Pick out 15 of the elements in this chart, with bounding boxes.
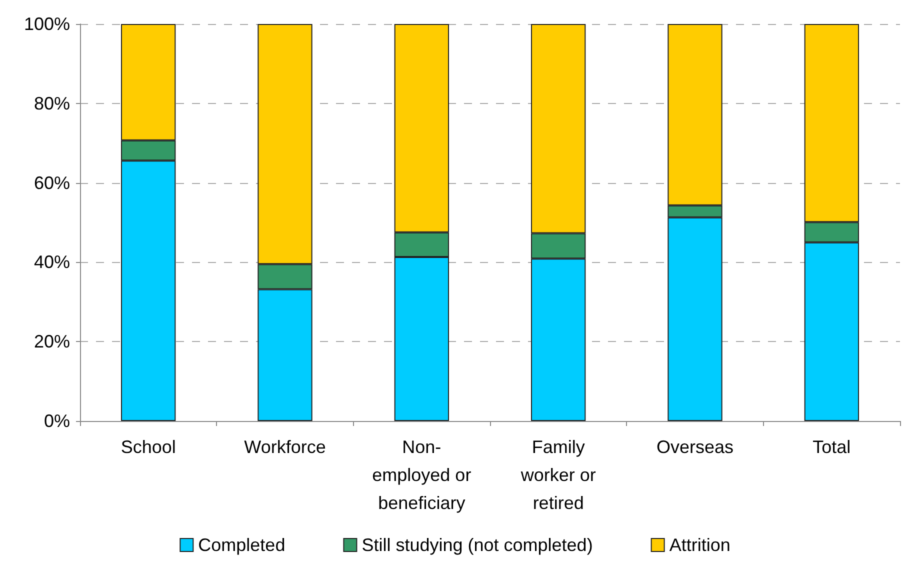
legend-label: Still studying (not completed) xyxy=(362,535,593,555)
x-tick-label: Overseas xyxy=(656,437,734,457)
x-tick-label: School xyxy=(120,437,176,457)
legend-label: Attrition xyxy=(669,535,730,555)
y-tick-label: 0% xyxy=(44,411,70,431)
y-tick-label: 60% xyxy=(34,172,70,193)
legend-label: Completed xyxy=(198,535,286,555)
y-tick-label: 80% xyxy=(34,93,70,114)
x-tick-label: Non-employed or beneficiary xyxy=(372,437,472,513)
x-tick-label: Total xyxy=(812,437,851,457)
y-tick-label: 40% xyxy=(34,252,70,272)
y-tick-label: 100% xyxy=(24,14,70,34)
x-tick-label: Family worker or retired xyxy=(520,437,596,513)
y-tick-label: 20% xyxy=(34,332,70,352)
x-tick-label: Workforce xyxy=(244,437,326,457)
